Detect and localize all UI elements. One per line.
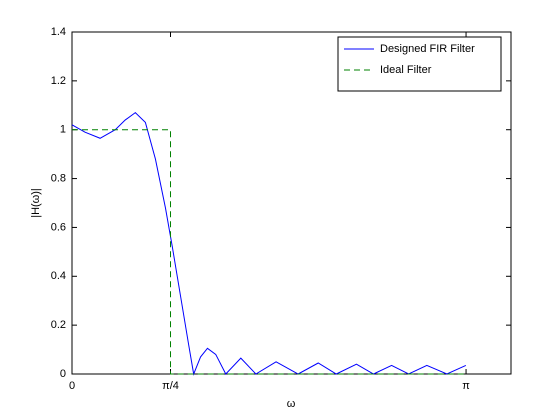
x-axis-label: ω <box>287 398 296 410</box>
x-tick-label: 0 <box>69 380 75 392</box>
x-tick-label: π <box>462 380 470 392</box>
y-tick-label: 1 <box>60 124 66 136</box>
y-tick-label: 0 <box>60 368 66 380</box>
series-line <box>72 129 467 375</box>
legend-label: Ideal Filter <box>380 64 432 76</box>
y-tick-label: 0.4 <box>51 270 66 282</box>
series-line <box>71 111 467 376</box>
y-tick-label: 1.2 <box>51 75 66 87</box>
y-tick-label: 0.2 <box>51 319 66 331</box>
y-tick-label: 0.6 <box>51 221 66 233</box>
x-tick-label: π/4 <box>162 380 179 392</box>
y-tick-label: 1.4 <box>51 26 66 38</box>
y-axis-label: |H(ω)| <box>30 188 42 218</box>
y-tick-label: 0.8 <box>51 172 66 184</box>
legend-box <box>337 36 502 92</box>
legend-label: Designed FIR Filter <box>380 43 475 55</box>
